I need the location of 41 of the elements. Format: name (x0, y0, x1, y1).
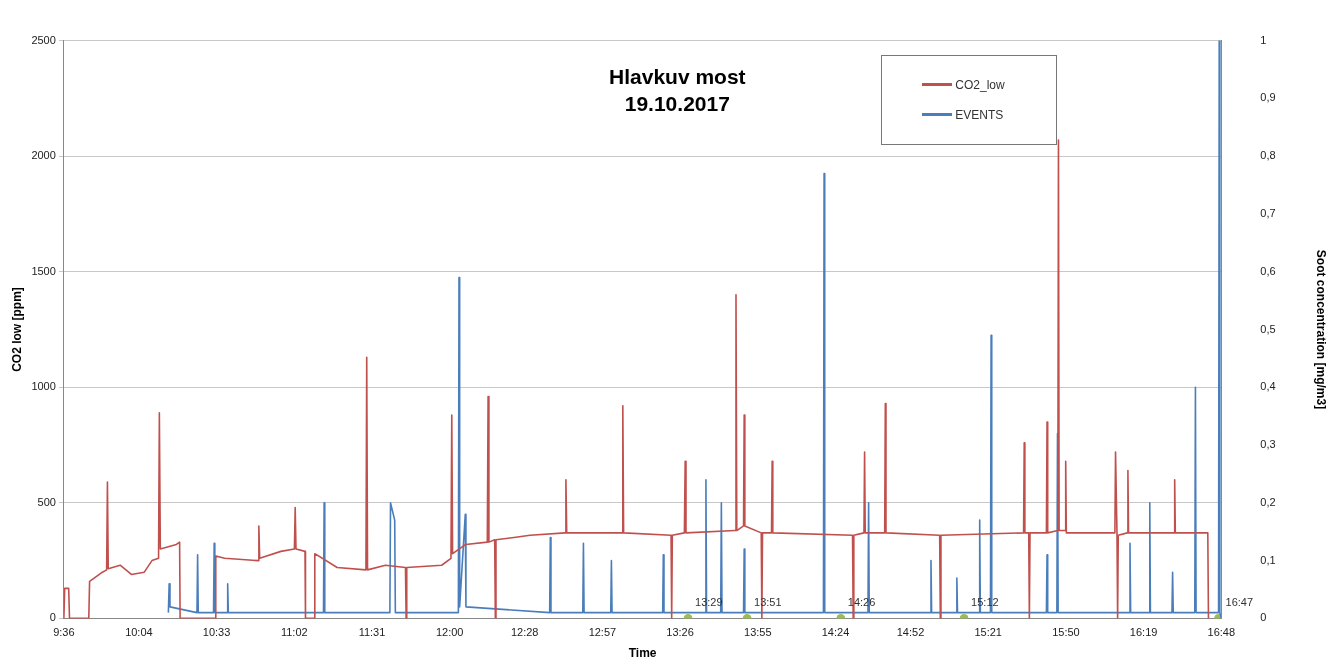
y-tick-label: 1500 (31, 264, 56, 277)
y2-tick-label: 0,9 (1260, 91, 1276, 104)
y-axis-title: CO2 low [ppm] (9, 287, 24, 372)
y-tick-label: 2500 (31, 33, 56, 46)
y2-tick-label: 0,3 (1260, 438, 1276, 451)
x-tick-label: 10:33 (202, 626, 231, 639)
x-tick-label: 15:21 (974, 626, 1002, 639)
legend-label: CO2_low (955, 77, 1005, 92)
y-tick-label: 500 (37, 495, 56, 508)
x-tick-label: 14:52 (896, 626, 925, 639)
x-tick-label: 11:02 (280, 626, 308, 639)
x-tick-label: 16:19 (1129, 626, 1158, 639)
x-axis-title: Time (628, 646, 657, 661)
y-tick-label: 1000 (31, 380, 56, 393)
y-tick-label: 0 (49, 611, 56, 624)
y2-tick-label: 0 (1260, 611, 1267, 624)
x-tick-label: 12:28 (510, 626, 539, 639)
y2-tick-label: 0,5 (1260, 322, 1276, 335)
x-tick-label: 10:04 (125, 626, 153, 639)
legend-label: EVENTS (955, 107, 1004, 122)
x-tick-label: 12:00 (435, 626, 464, 639)
y2-tick-label: 0,4 (1260, 380, 1276, 393)
x-tick-label: 13:26 (666, 626, 694, 639)
text: 19.10.2017 (623, 90, 731, 117)
y2-tick-label: 0,6 (1260, 264, 1276, 277)
x-tick-label: 9:36 (53, 626, 75, 639)
x-tick-label: 12:57 (588, 626, 617, 639)
y2-tick-label: 0,2 (1260, 495, 1276, 508)
y2-tick-label: 0,7 (1260, 206, 1276, 219)
y2-tick-label: 1 (1260, 33, 1267, 46)
annotation: 16:47 (1225, 596, 1254, 609)
x-tick-label: 15:50 (1052, 626, 1080, 639)
x-tick-label: 16:48 (1207, 626, 1236, 639)
y-tick-label: 2000 (31, 149, 56, 162)
text: Hlavkuv most (609, 63, 746, 90)
y2-tick-label: 0,1 (1260, 553, 1276, 566)
x-tick-label: 13:55 (744, 626, 772, 639)
x-tick-label: 11:31 (358, 626, 386, 639)
y2-tick-label: 0,8 (1260, 149, 1276, 162)
x-tick-label: 14:24 (821, 626, 850, 639)
y2-axis-title: Soot concentration [mg/m3] (1314, 249, 1329, 410)
